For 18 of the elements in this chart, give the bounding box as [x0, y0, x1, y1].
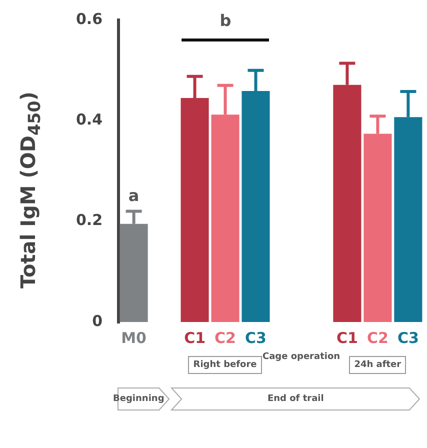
y-tick-label: 0.4: [76, 110, 103, 129]
x-tick-label: M0: [121, 328, 146, 347]
x-tick-label: C1: [184, 328, 206, 347]
annotation: b: [220, 11, 232, 30]
y-tick-label: 0.6: [76, 10, 103, 28]
text: Beginning: [113, 394, 164, 404]
text: 24h after: [349, 356, 406, 374]
x-tick-label: C2: [214, 328, 236, 347]
y-tick-label: 0.2: [76, 211, 103, 230]
x-tick-label: C2: [366, 328, 388, 347]
y-tick-label: 0: [92, 312, 103, 330]
x-tick-label: C1: [336, 328, 358, 347]
x-tick-label: C3: [245, 328, 266, 347]
x-tick-label: C3: [397, 328, 419, 347]
text: End of trail: [267, 394, 324, 404]
text: Cage operation: [262, 352, 340, 362]
text: Right before: [188, 356, 262, 374]
annotation: a: [128, 186, 140, 206]
